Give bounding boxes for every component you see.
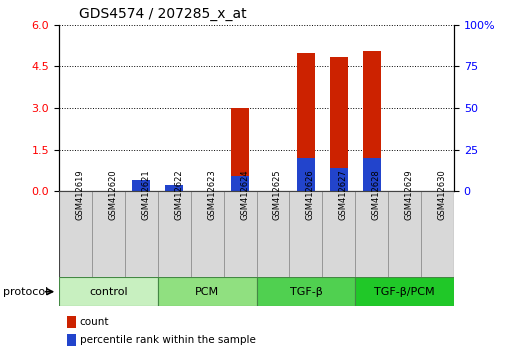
Bar xyxy=(256,277,355,306)
Text: GSM412620: GSM412620 xyxy=(108,169,117,220)
Bar xyxy=(256,191,289,278)
Text: PCM: PCM xyxy=(195,287,219,297)
Bar xyxy=(165,184,183,191)
Text: TGF-β: TGF-β xyxy=(289,287,322,297)
Bar xyxy=(330,168,348,191)
Text: GSM412621: GSM412621 xyxy=(141,169,150,220)
Bar xyxy=(355,277,454,306)
Bar xyxy=(388,191,421,278)
Text: GSM412630: GSM412630 xyxy=(438,169,446,220)
Bar xyxy=(363,158,381,191)
Text: GSM412624: GSM412624 xyxy=(240,169,249,220)
Text: protocol: protocol xyxy=(3,287,48,297)
Bar xyxy=(158,277,256,306)
Bar xyxy=(363,51,381,191)
Bar xyxy=(67,316,76,328)
Text: GSM412629: GSM412629 xyxy=(405,169,413,220)
Bar xyxy=(224,191,256,278)
Bar xyxy=(322,191,355,278)
Text: GSM412622: GSM412622 xyxy=(174,169,183,220)
Text: count: count xyxy=(80,317,109,327)
Bar xyxy=(231,176,249,191)
Text: GDS4574 / 207285_x_at: GDS4574 / 207285_x_at xyxy=(79,7,246,21)
Bar xyxy=(132,179,150,191)
Bar xyxy=(125,191,158,278)
Bar xyxy=(297,52,315,191)
Text: GSM412619: GSM412619 xyxy=(75,169,85,220)
Text: percentile rank within the sample: percentile rank within the sample xyxy=(80,335,255,345)
Text: GSM412627: GSM412627 xyxy=(339,169,348,220)
Text: TGF-β/PCM: TGF-β/PCM xyxy=(374,287,435,297)
Bar xyxy=(59,277,158,306)
Bar xyxy=(330,57,348,191)
Text: GSM412626: GSM412626 xyxy=(306,169,315,220)
Bar xyxy=(165,189,183,191)
Text: GSM412625: GSM412625 xyxy=(273,169,282,220)
Bar xyxy=(132,184,150,191)
Bar xyxy=(59,191,92,278)
Bar xyxy=(158,191,191,278)
Text: GSM412623: GSM412623 xyxy=(207,169,216,220)
Text: GSM412628: GSM412628 xyxy=(372,169,381,220)
Bar xyxy=(231,108,249,191)
Bar xyxy=(297,158,315,191)
Text: control: control xyxy=(89,287,128,297)
Bar xyxy=(191,191,224,278)
Bar xyxy=(92,191,125,278)
Bar xyxy=(421,191,454,278)
Bar xyxy=(289,191,322,278)
Bar xyxy=(67,334,76,346)
Bar xyxy=(355,191,388,278)
